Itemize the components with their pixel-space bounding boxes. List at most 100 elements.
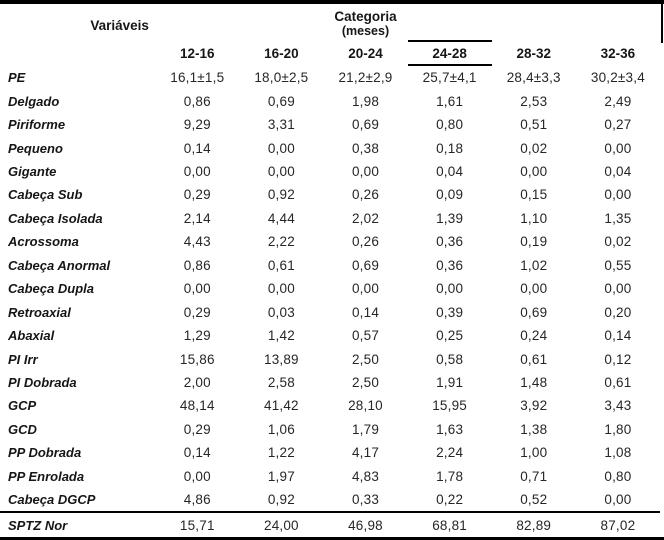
age-column-16-20: 16-20 [264,45,299,61]
value-cell: 18,0±2,5 [254,69,309,85]
value-cell: 1,39 [436,210,464,226]
value-cell: 0,18 [436,140,464,156]
value-cell: 0,14 [183,140,211,156]
row-label: Retroaxial [8,304,71,320]
value-cell: 0,86 [183,257,211,273]
value-cell: 0,00 [267,281,295,297]
value-cell: 15,86 [179,351,215,367]
value-cell: 0,69 [351,117,380,133]
value-cell: 1,38 [520,421,548,437]
value-cell: 0,00 [604,140,632,156]
value-cell: 2,22 [267,234,295,250]
row-label: GCP [8,398,37,414]
value-cell: 1,91 [436,374,464,390]
value-cell: 13,89 [263,351,299,367]
value-cell: 0,00 [436,281,464,297]
table-row: Delgado 0,86 0,69 1,98 1,61 2,53 2,49 [0,90,660,113]
value-cell: 41,42 [263,398,299,414]
value-cell: 3,31 [267,117,295,133]
value-cell: 0,15 [520,187,548,203]
value-cell: 25,7±4,1 [422,70,477,86]
row-label: Cabeça Anormal [8,257,111,273]
table-row: Cabeça Sub 0,29 0,92 0,26 0,09 0,15 0,00 [0,183,660,206]
value-cell: 3,92 [520,398,548,414]
value-cell: 28,4±3,3 [506,69,561,85]
table-row: Cabeça Anormal 0,86 0,61 0,69 0,36 1,02 0,55 [0,254,660,277]
value-cell: 1,00 [520,445,548,461]
value-cell: 0,26 [351,234,380,250]
value-cell: 0,80 [604,468,632,484]
value-cell: 2,53 [520,93,548,109]
value-cell: 0,14 [351,304,380,320]
value-cell: 0,52 [520,492,548,508]
value-cell: 0,29 [183,421,211,437]
value-cell: 0,00 [351,281,380,297]
value-cell: 0,24 [520,328,548,344]
table-row: Abaxial 1,29 1,42 0,57 0,25 0,24 0,14 [0,324,660,347]
value-cell: 0,00 [267,164,295,180]
row-label: Piriforme [8,117,66,133]
category-title: Categoria [334,9,397,24]
value-cell: 1,42 [267,328,295,344]
value-cell: 0,86 [183,93,211,109]
value-cell: 2,50 [351,351,380,367]
value-cell: 82,89 [491,511,576,537]
variables-header: Variáveis [90,18,149,33]
value-cell: 0,69 [520,304,548,320]
table-row: Acrossoma 4,43 2,22 0,26 0,36 0,19 0,02 [0,230,660,253]
table-row: PI Dobrada 2,00 2,58 2,50 1,91 1,48 0,61 [0,371,660,394]
table-row: PP Dobrada 0,14 1,22 4,17 2,24 1,00 1,08 [0,441,660,464]
value-cell: 0,00 [267,140,295,156]
value-cell: 0,69 [351,257,380,273]
value-cell: 0,00 [351,164,380,180]
value-cell: 1,10 [520,210,548,226]
sperm-morphology-frequency-table: Variáveis Categoria (meses) 12-16 16-20 … [0,4,660,537]
value-cell: 30,2±3,4 [590,69,645,85]
value-cell: 0,00 [520,281,548,297]
value-cell: 0,04 [436,164,464,180]
row-label: PI Irr [8,351,38,367]
value-cell: 0,38 [351,140,380,156]
table-bottom-border [0,537,664,540]
value-cell: 0,29 [183,187,211,203]
age-column-28-32: 28-32 [516,45,551,61]
row-label: Delgado [8,93,60,109]
value-cell: 1,22 [267,445,295,461]
value-cell: 0,92 [267,187,295,203]
value-cell: 0,27 [604,117,632,133]
value-cell: 0,36 [436,257,464,273]
value-cell: 0,36 [436,234,464,250]
row-label: GCD [8,421,37,437]
value-cell: 2,58 [267,374,295,390]
row-label: SPTZ Nor [0,511,156,537]
value-cell: 68,81 [407,511,492,537]
value-cell: 1,61 [436,93,464,109]
row-label-column-spacer [0,41,155,65]
value-cell: 1,79 [351,421,380,437]
row-label: PI Dobrada [8,374,77,390]
value-cell: 24,00 [239,511,324,537]
table-row: GCP 48,14 41,42 28,10 15,95 3,92 3,43 [0,394,660,417]
value-cell: 0,57 [351,328,380,344]
value-cell: 4,43 [183,234,211,250]
value-cell: 0,14 [604,328,632,344]
value-cell: 0,00 [604,187,632,203]
table-row: PE 16,1±1,5 18,0±2,5 21,2±2,9 25,7±4,1 28,4±3… [0,65,660,90]
value-cell: 0,39 [436,304,464,320]
value-cell: 16,1±1,5 [170,69,225,85]
value-cell: 3,43 [604,398,632,414]
value-cell: 1,80 [604,421,632,437]
value-cell: 1,78 [436,468,464,484]
value-cell: 0,00 [183,164,211,180]
value-cell: 1,08 [604,445,632,461]
value-cell: 9,29 [183,117,211,133]
row-label: PP Enrolada [8,468,85,484]
row-label: PP Dobrada [8,445,82,461]
age-columns-row: 12-16 16-20 20-24 24-28 28-32 32-36 [0,40,660,66]
value-cell: 0,58 [436,351,464,367]
table-row: Retroaxial 0,29 0,03 0,14 0,39 0,69 0,20 [0,300,660,323]
value-cell: 0,61 [520,351,548,367]
value-cell: 0,00 [604,281,632,297]
table-row: GCD 0,29 1,06 1,79 1,63 1,38 1,80 [0,418,660,441]
